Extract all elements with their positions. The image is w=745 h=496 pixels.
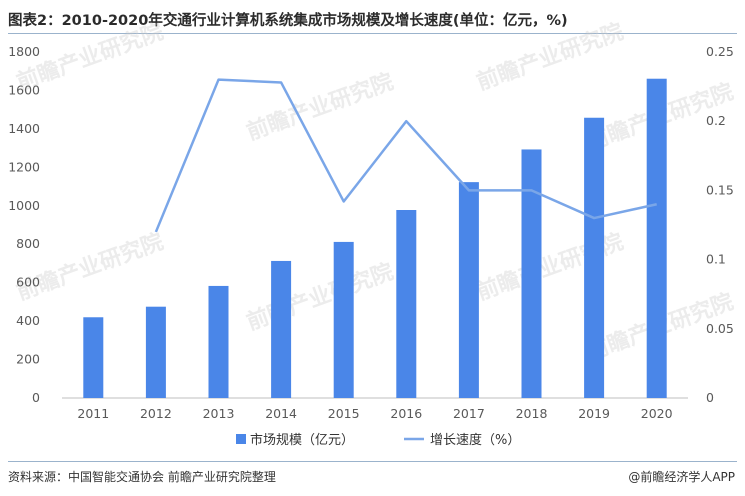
bar-2013	[208, 285, 229, 398]
bar-2016	[396, 210, 417, 398]
x-tick-label: 2019	[578, 406, 610, 421]
left-tick-label: 1800	[8, 44, 40, 59]
watermark-text: 前瞻产业研究院	[473, 19, 627, 96]
footer-divider	[8, 461, 737, 462]
right-tick-label: 0.15	[706, 182, 734, 197]
x-tick-label: 2015	[328, 406, 360, 421]
right-tick-label: 0.2	[706, 113, 726, 128]
bar-2012	[145, 306, 166, 398]
x-tick-label: 2018	[516, 406, 548, 421]
right-tick-label: 0.25	[706, 44, 734, 59]
bar-2020	[646, 78, 667, 399]
x-tick-label: 2020	[641, 406, 673, 421]
x-tick-label: 2012	[140, 406, 172, 421]
right-tick-label: 0.05	[706, 321, 734, 336]
right-tick-label: 0	[706, 390, 714, 405]
watermark-text: 前瞻产业研究院	[243, 259, 397, 336]
x-tick-label: 2011	[77, 406, 109, 421]
x-tick-label: 2016	[390, 406, 422, 421]
bar-2017	[458, 182, 479, 398]
right-axis: 0 0.05 0.1 0.15 0.2 0.25	[706, 44, 734, 405]
x-tick-label: 2013	[203, 406, 235, 421]
legend-swatch-bar	[236, 434, 246, 444]
growth-line	[154, 78, 657, 233]
chart-title: 图表2：2010-2020年交通行业计算机系统集成市场规模及增长速度(单位：亿元…	[8, 13, 568, 29]
bar-2018	[521, 149, 542, 398]
watermark-text: 前瞻产业研究院	[243, 69, 397, 146]
legend: 市场规模（亿元） 增长速度（%）	[236, 432, 520, 448]
x-tick-label: 2017	[453, 406, 485, 421]
left-tick-label: 1400	[8, 121, 40, 136]
x-tick-label: 2014	[265, 406, 297, 421]
title-divider	[8, 33, 737, 34]
brand-credit: @前瞻经济学人APP	[628, 470, 735, 484]
bar-2019	[584, 117, 605, 399]
left-tick-label: 1200	[8, 159, 40, 174]
bars-group	[83, 78, 667, 399]
x-axis-ticks: 2011 2012 2013 2014 2015 2016 2017 2018 2019 2020	[77, 406, 672, 421]
growth-line-group	[154, 78, 657, 233]
right-tick-label: 0.1	[706, 252, 726, 267]
bar-2015	[333, 241, 354, 398]
left-tick-label: 600	[16, 275, 40, 290]
left-axis: 0 200 400 600 800 1000 1200 1400 1600 1800	[8, 44, 40, 405]
left-tick-label: 1000	[8, 198, 40, 213]
legend-label-bar: 市场规模（亿元）	[250, 432, 354, 448]
legend-label-line: 增长速度（%）	[430, 432, 520, 448]
source-note: 资料来源：中国智能交通协会 前瞻产业研究院整理	[8, 470, 276, 484]
left-tick-label: 800	[16, 236, 40, 251]
left-tick-label: 1600	[8, 82, 40, 97]
bar-2014	[271, 260, 292, 398]
left-tick-label: 0	[32, 390, 40, 405]
left-tick-label: 400	[16, 313, 40, 328]
bar-2011	[83, 317, 104, 398]
left-tick-label: 200	[16, 352, 40, 367]
